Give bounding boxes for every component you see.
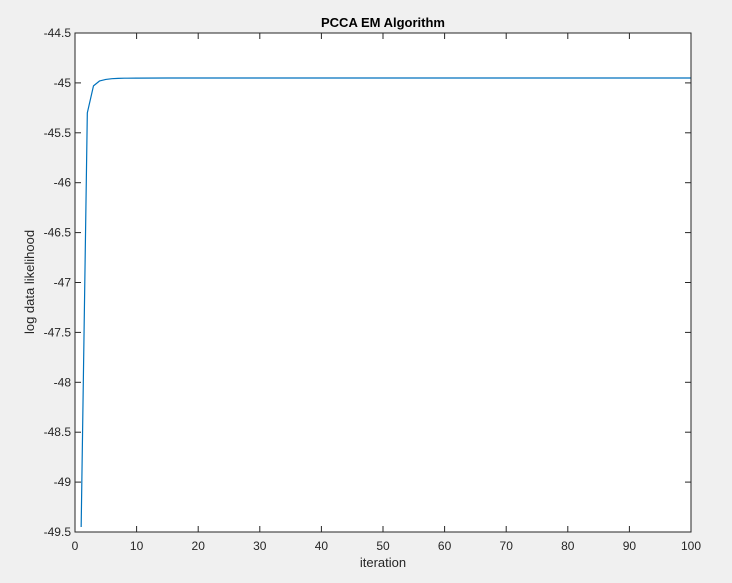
x-tick-label: 50 [376,539,390,553]
x-tick-label: 90 [623,539,637,553]
axes-background [75,33,691,532]
y-tick-label: -46.5 [44,226,72,240]
x-tick-label: 70 [500,539,514,553]
x-tick-label: 30 [253,539,267,553]
y-tick-label: -45.5 [44,126,72,140]
y-tick-label: -44.5 [44,26,72,40]
series-line [80,77,691,528]
x-tick-label: 0 [72,539,79,553]
y-tick-label: -49 [54,475,72,489]
x-tick-label: 40 [315,539,329,553]
y-tick-label: -49.5 [44,525,72,539]
y-axis-label: log data likelihood [22,230,37,334]
x-axis-label: iteration [360,555,406,570]
x-tick-label: 20 [192,539,206,553]
x-tick-label: 100 [681,539,701,553]
y-tick-label: -48.5 [44,425,72,439]
y-tick-label: -46 [54,176,72,190]
y-tick-label: -48 [54,375,72,389]
series-layer [80,77,691,528]
y-tick-label: -45 [54,76,72,90]
tick-label-layer: 0 10 20 30 40 50 60 70 80 90 100 -49.5 -49 -48.5 -48 -4… [44,26,702,553]
y-tick-label: -47 [54,276,72,290]
axes-box [74,32,692,533]
x-tick-label: 10 [130,539,144,553]
chart-title: PCCA EM Algorithm [321,15,445,30]
x-tick-label: 80 [561,539,575,553]
y-tick-label: -47.5 [44,325,72,339]
x-tick-label: 60 [438,539,452,553]
